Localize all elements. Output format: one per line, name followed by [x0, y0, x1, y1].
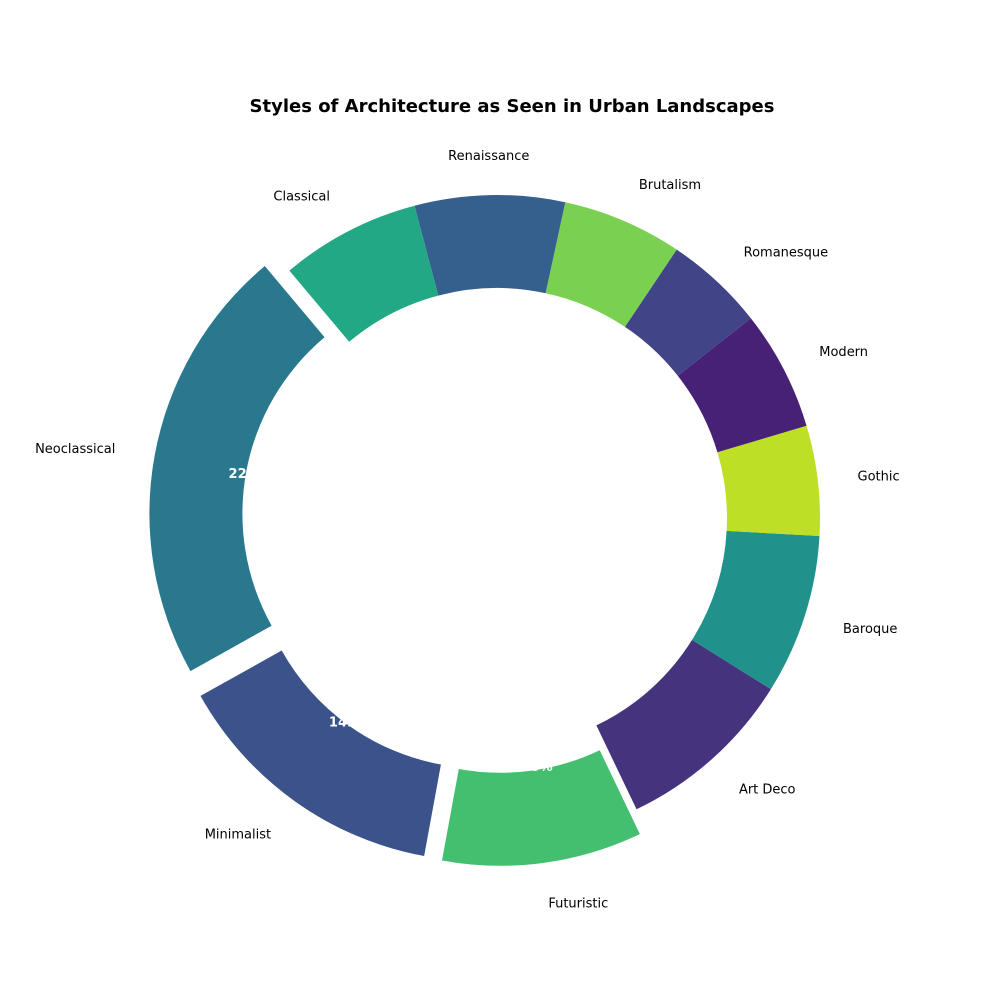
slice-gothic [717, 425, 820, 537]
label-minimalist: Minimalist [205, 827, 271, 842]
pct-neoclassical: 22.0% [229, 467, 274, 482]
slice-renaissance [414, 195, 566, 296]
pct-futuristic: 10.0% [508, 760, 553, 775]
chart-title: Styles of Architecture as Seen in Urban … [250, 96, 775, 117]
slice-baroque [692, 530, 820, 690]
slice-futuristic [441, 750, 640, 866]
donut-hole [287, 308, 707, 728]
pct-minimalist: 14.0% [329, 715, 374, 730]
slices-group [149, 195, 820, 866]
slice-modern [677, 318, 807, 453]
labels-group: Neoclassical Minimalist Futuristic Art Deco… [35, 149, 900, 911]
label-futuristic: Futuristic [548, 897, 608, 912]
label-baroque: Baroque [843, 622, 897, 637]
percent-labels-group: 22.0% 14.0% 10.0% [229, 467, 553, 775]
label-classical: Classical [273, 190, 330, 205]
slice-classical [289, 205, 439, 342]
label-renaissance: Renaissance [448, 149, 529, 164]
label-brutalism: Brutalism [639, 178, 701, 193]
label-art-deco: Art Deco [739, 783, 796, 798]
slice-neoclassical [149, 266, 325, 672]
label-neoclassical: Neoclassical [35, 442, 115, 457]
label-modern: Modern [819, 345, 868, 360]
label-gothic: Gothic [858, 470, 900, 485]
slice-minimalist [200, 650, 441, 857]
label-romanesque: Romanesque [744, 246, 829, 261]
slice-brutalism [545, 202, 677, 327]
slice-art-deco [596, 639, 771, 810]
slice-romanesque [624, 249, 751, 376]
